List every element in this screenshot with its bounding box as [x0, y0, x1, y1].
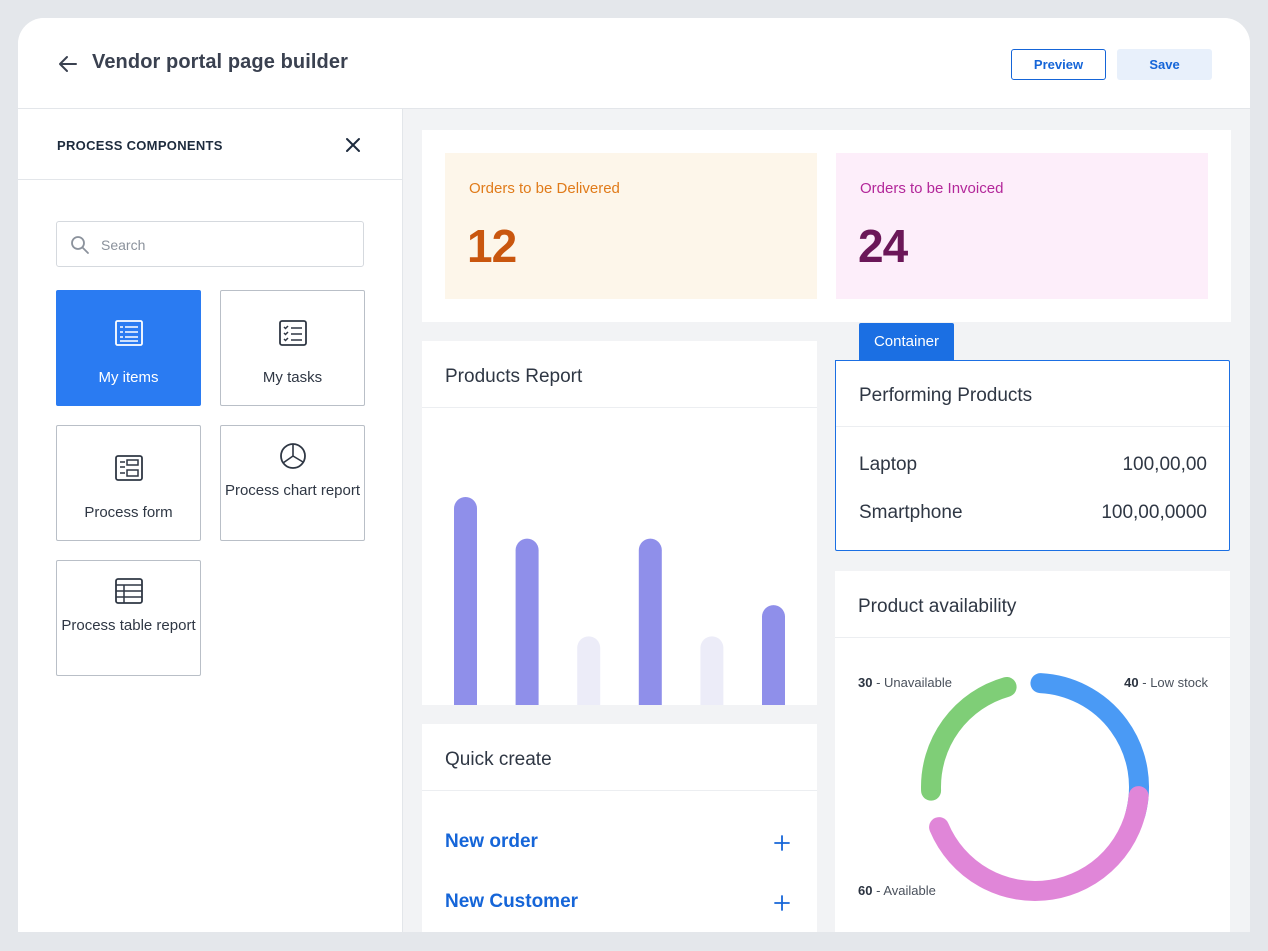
divider — [422, 790, 817, 791]
checklist-icon — [279, 320, 307, 346]
components-sidebar: PROCESS COMPONENTS My items — [18, 109, 403, 932]
search-icon — [71, 236, 89, 254]
search-input[interactable] — [101, 234, 351, 256]
product-value: 100,00,0000 — [1101, 502, 1207, 523]
donut-segment — [929, 786, 1149, 901]
save-button[interactable]: Save — [1117, 49, 1212, 80]
new-customer-link[interactable]: New Customer — [445, 891, 579, 912]
products-report-card[interactable]: Products Report — [422, 341, 817, 705]
tile-process-form[interactable]: Process form — [56, 425, 201, 541]
list-icon — [115, 320, 143, 346]
sidebar-header: PROCESS COMPONENTS — [18, 109, 402, 180]
close-icon[interactable] — [343, 135, 363, 155]
container-tag[interactable]: Container — [859, 323, 954, 360]
bar — [762, 605, 785, 705]
page-title: Vendor portal page builder — [92, 51, 348, 73]
availability-donut-chart — [921, 673, 1149, 901]
legend-count: 60 — [858, 883, 873, 898]
tile-label: My tasks — [262, 369, 323, 386]
divider — [836, 426, 1229, 427]
legend-low-stock: 40 - Low stock — [1124, 675, 1208, 690]
tile-my-tasks[interactable]: My tasks — [220, 290, 365, 406]
card-title: Quick create — [445, 749, 552, 770]
performing-products-card[interactable]: Performing Products Laptop 100,00,00 Sma… — [835, 360, 1230, 551]
stat-orders-delivered: Orders to be Delivered 12 — [445, 153, 817, 299]
legend-unavailable: 30 - Unavailable — [858, 675, 952, 690]
legend-text: Available — [883, 883, 936, 898]
new-order-link[interactable]: New order — [445, 831, 538, 852]
stat-label: Orders to be Invoiced — [860, 180, 1004, 197]
product-availability-card[interactable]: Product availability 30 - Unavailable 40… — [835, 571, 1230, 932]
donut-segment — [921, 676, 1017, 801]
form-icon — [115, 455, 143, 481]
builder-canvas: Orders to be Delivered 12 Orders to be I… — [403, 109, 1250, 932]
divider — [835, 637, 1230, 638]
tile-process-table-report[interactable]: Process table report — [56, 560, 201, 676]
stat-value: 12 — [467, 220, 517, 272]
search-box — [56, 221, 364, 267]
pie-chart-icon — [280, 443, 306, 469]
card-title: Products Report — [445, 366, 583, 387]
sidebar-title: PROCESS COMPONENTS — [57, 138, 223, 153]
top-bar: Vendor portal page builder Preview Save — [18, 18, 1250, 109]
product-name: Smartphone — [859, 502, 963, 523]
preview-button[interactable]: Preview — [1011, 49, 1106, 80]
legend-count: 30 — [858, 675, 873, 690]
back-arrow-icon[interactable] — [56, 52, 80, 76]
bar — [515, 538, 539, 705]
tile-label: My items — [98, 369, 159, 386]
tile-my-items[interactable]: My items — [56, 290, 201, 406]
tile-label: Process chart report — [224, 482, 361, 499]
legend-available: 60 - Available — [858, 883, 936, 898]
legend-text: Unavailable — [884, 675, 952, 690]
product-name: Laptop — [859, 454, 918, 475]
bar — [638, 538, 662, 705]
quick-create-card[interactable]: Quick create New order New Customer — [422, 724, 817, 932]
stat-value: 24 — [858, 220, 908, 272]
divider — [422, 407, 817, 408]
stats-card[interactable]: Orders to be Delivered 12 Orders to be I… — [422, 130, 1231, 322]
tile-label: Process table report — [61, 617, 196, 634]
card-title: Product availability — [858, 596, 1017, 617]
card-title: Performing Products — [859, 385, 1033, 406]
legend-text: Low stock — [1150, 675, 1208, 690]
legend-count: 40 — [1124, 675, 1139, 690]
plus-icon[interactable] — [773, 834, 791, 852]
product-value: 100,00,00 — [1122, 454, 1207, 475]
tile-process-chart-report[interactable]: Process chart report — [220, 425, 365, 541]
table-icon — [115, 578, 143, 604]
stat-orders-invoiced: Orders to be Invoiced 24 — [836, 153, 1208, 299]
app-window: Vendor portal page builder Preview Save … — [18, 18, 1250, 932]
bar — [700, 636, 724, 705]
bar — [454, 497, 477, 705]
stat-label: Orders to be Delivered — [469, 180, 620, 197]
plus-icon[interactable] — [773, 894, 791, 912]
tile-label: Process form — [84, 504, 173, 521]
bar — [577, 636, 601, 705]
products-bar-chart — [454, 497, 785, 705]
donut-segment — [1030, 673, 1149, 824]
